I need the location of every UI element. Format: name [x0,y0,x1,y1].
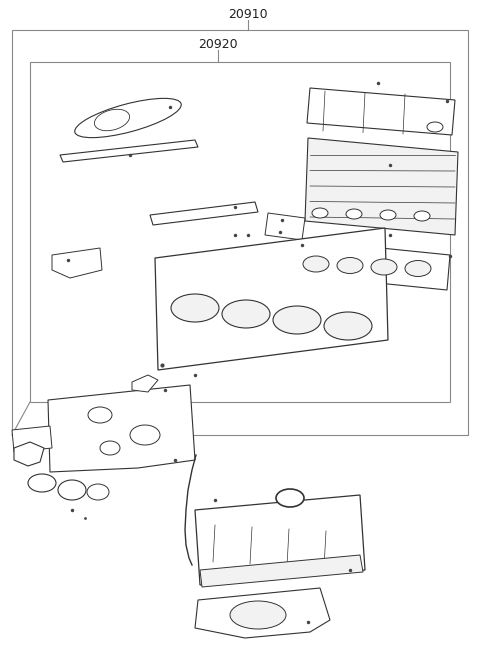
Polygon shape [150,202,258,225]
Ellipse shape [87,484,109,500]
Ellipse shape [130,425,160,445]
Polygon shape [195,495,365,585]
Text: 20920: 20920 [198,37,238,50]
Ellipse shape [230,601,286,629]
Ellipse shape [371,259,397,275]
Polygon shape [52,248,102,278]
Ellipse shape [427,122,443,132]
Ellipse shape [380,210,396,220]
Ellipse shape [100,441,120,455]
Ellipse shape [405,261,431,276]
Ellipse shape [324,312,372,340]
Ellipse shape [88,407,112,423]
Ellipse shape [303,256,329,272]
Ellipse shape [95,109,130,131]
Ellipse shape [312,208,328,218]
Ellipse shape [273,306,321,334]
Ellipse shape [337,257,363,274]
Ellipse shape [414,211,430,221]
Ellipse shape [171,294,219,322]
Ellipse shape [58,480,86,500]
Polygon shape [200,555,363,587]
Bar [12,30,468,435]
Polygon shape [305,138,458,235]
Polygon shape [14,442,44,466]
Ellipse shape [222,300,270,328]
Ellipse shape [346,209,362,219]
Polygon shape [12,426,52,452]
Polygon shape [307,88,455,135]
Polygon shape [195,588,330,638]
Polygon shape [48,385,195,472]
Ellipse shape [75,98,181,138]
Polygon shape [299,240,450,290]
Polygon shape [155,228,388,370]
Ellipse shape [28,474,56,492]
Polygon shape [132,375,158,392]
Bar [30,62,450,402]
Ellipse shape [276,489,304,507]
Polygon shape [265,213,305,240]
Text: 20910: 20910 [228,7,268,20]
Polygon shape [60,140,198,162]
